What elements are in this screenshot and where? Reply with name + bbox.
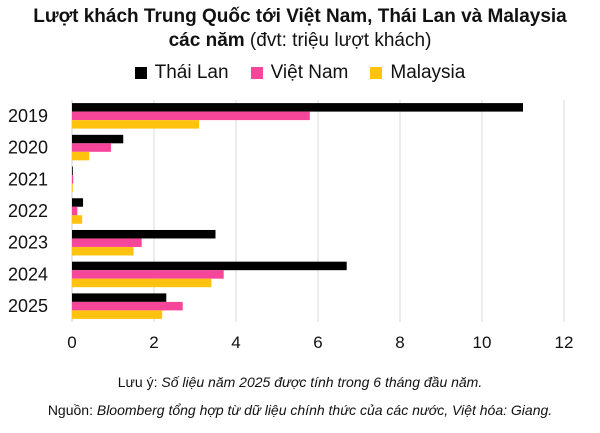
subtitle-unit: (đvt: triệu lượt khách): [244, 30, 432, 51]
note-label: Lưu ý:: [117, 374, 162, 390]
legend: Thái Lan Việt Nam Malaysia: [0, 62, 600, 84]
y-category-label: 2020: [8, 138, 48, 158]
bar-malaysia-2024: [72, 278, 212, 288]
y-category-label: 2019: [8, 106, 48, 126]
bar-việt-nam-2019: [72, 111, 310, 121]
bar-việt-nam-2020: [72, 143, 111, 152]
source-text: Bloomberg tổng hợp từ dữ liệu chính thức…: [96, 402, 553, 418]
chart-title: Lượt khách Trung Quốc tới Việt Nam, Thái…: [33, 6, 567, 27]
x-tick-label: 4: [231, 333, 240, 352]
legend-label-viet-nam: Việt Nam: [270, 62, 349, 83]
x-tick-label: 12: [555, 333, 574, 352]
y-category-label: 2023: [8, 233, 48, 253]
bar-thái-lan-2019: [72, 103, 523, 112]
bar-thái-lan-2022: [72, 198, 84, 207]
bar-thái-lan-2020: [72, 134, 124, 144]
bar-malaysia-2025: [72, 310, 163, 319]
y-category-label: 2022: [8, 201, 48, 221]
x-tick-label: 8: [395, 333, 404, 352]
source-line: Nguồn: Bloomberg tổng hợp từ dữ liệu chí…: [0, 401, 600, 419]
x-tick-label: 0: [67, 333, 76, 352]
bar-malaysia-2023: [72, 246, 134, 256]
legend-swatch-thai-lan: [134, 67, 147, 79]
note-text: Số liệu năm 2025 được tính trong 6 tháng…: [161, 374, 483, 390]
bar-chart: 0 2 4 6 8 10 12 2019 2020 2021 2022 2023 2024 2025: [8, 100, 574, 352]
x-tick-label: 2: [149, 333, 158, 352]
bar-malaysia-2020: [72, 151, 90, 161]
bar-malaysia-2021: [72, 183, 73, 193]
legend-swatch-malaysia: [370, 67, 383, 79]
legend-label-malaysia: Malaysia: [390, 62, 466, 83]
y-category-label: 2025: [8, 296, 48, 316]
y-category-label: 2021: [8, 169, 48, 189]
bar-việt-nam-2024: [72, 270, 224, 279]
legend-label-thai-lan: Thái Lan: [154, 62, 229, 83]
bar-việt-nam-2023: [72, 238, 142, 247]
bar-việt-nam-2022: [72, 206, 78, 216]
source-label: Nguồn:: [47, 402, 97, 418]
legend-item-thai-lan: Thái Lan: [134, 62, 229, 84]
legend-swatch-viet-nam: [250, 67, 263, 79]
bar-thái-lan-2025: [72, 293, 167, 302]
bar-việt-nam-2021: [72, 175, 74, 184]
x-tick-label: 10: [473, 333, 492, 352]
x-tick-label: 6: [313, 333, 322, 352]
bar-thái-lan-2021: [72, 166, 73, 176]
bar-thái-lan-2024: [72, 261, 347, 271]
legend-item-malaysia: Malaysia: [370, 62, 465, 84]
bar-thái-lan-2023: [72, 229, 216, 239]
subtitle-bold: các năm: [168, 30, 245, 51]
bar-malaysia-2022: [72, 215, 83, 224]
footnote: Lưu ý: Số liệu năm 2025 được tính trong …: [0, 373, 600, 391]
y-category-label: 2024: [8, 264, 48, 284]
bar-việt-nam-2025: [72, 301, 183, 311]
legend-item-viet-nam: Việt Nam: [250, 62, 349, 84]
bar-malaysia-2019: [72, 120, 200, 129]
chart-subtitle: các năm (đvt: triệu lượt khách): [0, 30, 600, 52]
